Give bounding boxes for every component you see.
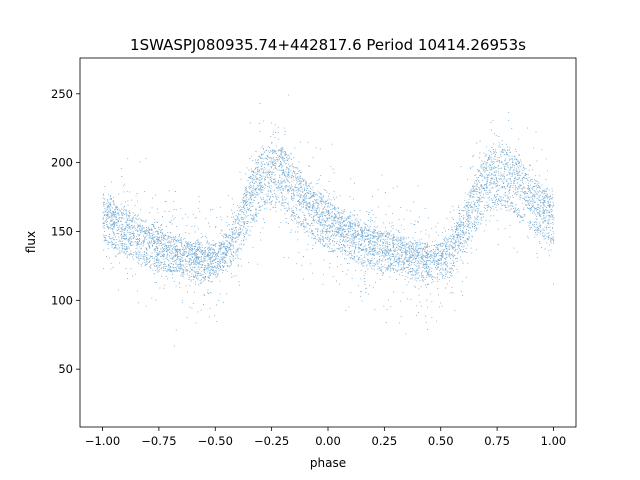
- x-tick-label: 0.00: [315, 434, 341, 448]
- y-tick-label: 100: [51, 293, 73, 307]
- x-tick-label: 0.75: [484, 434, 510, 448]
- scatter-points: [102, 94, 555, 347]
- y-tick-label: 50: [58, 362, 73, 376]
- x-tick-label: 0.25: [372, 434, 398, 448]
- x-tick-label: −0.50: [198, 434, 233, 448]
- x-tick-label: −0.75: [141, 434, 176, 448]
- y-tick-label: 200: [51, 156, 73, 170]
- x-tick-label: 0.50: [428, 434, 454, 448]
- x-tick-label: 1.00: [541, 434, 567, 448]
- y-axis: 50 100 150 200 250: [51, 87, 80, 376]
- x-tick-label: −0.25: [254, 434, 289, 448]
- y-tick-label: 250: [51, 87, 73, 101]
- scatter-series: [102, 94, 555, 347]
- x-axis: −1.00 −0.75 −0.50 −0.25 0.00 0.25 0.50 0.75 1.00: [85, 427, 566, 448]
- y-tick-label: 150: [51, 224, 73, 238]
- x-axis-label: phase: [310, 456, 346, 470]
- x-tick-label: −1.00: [85, 434, 120, 448]
- y-axis-label: flux: [24, 231, 38, 253]
- chart-title: 1SWASPJ080935.74+442817.6 Period 10414.2…: [130, 36, 526, 54]
